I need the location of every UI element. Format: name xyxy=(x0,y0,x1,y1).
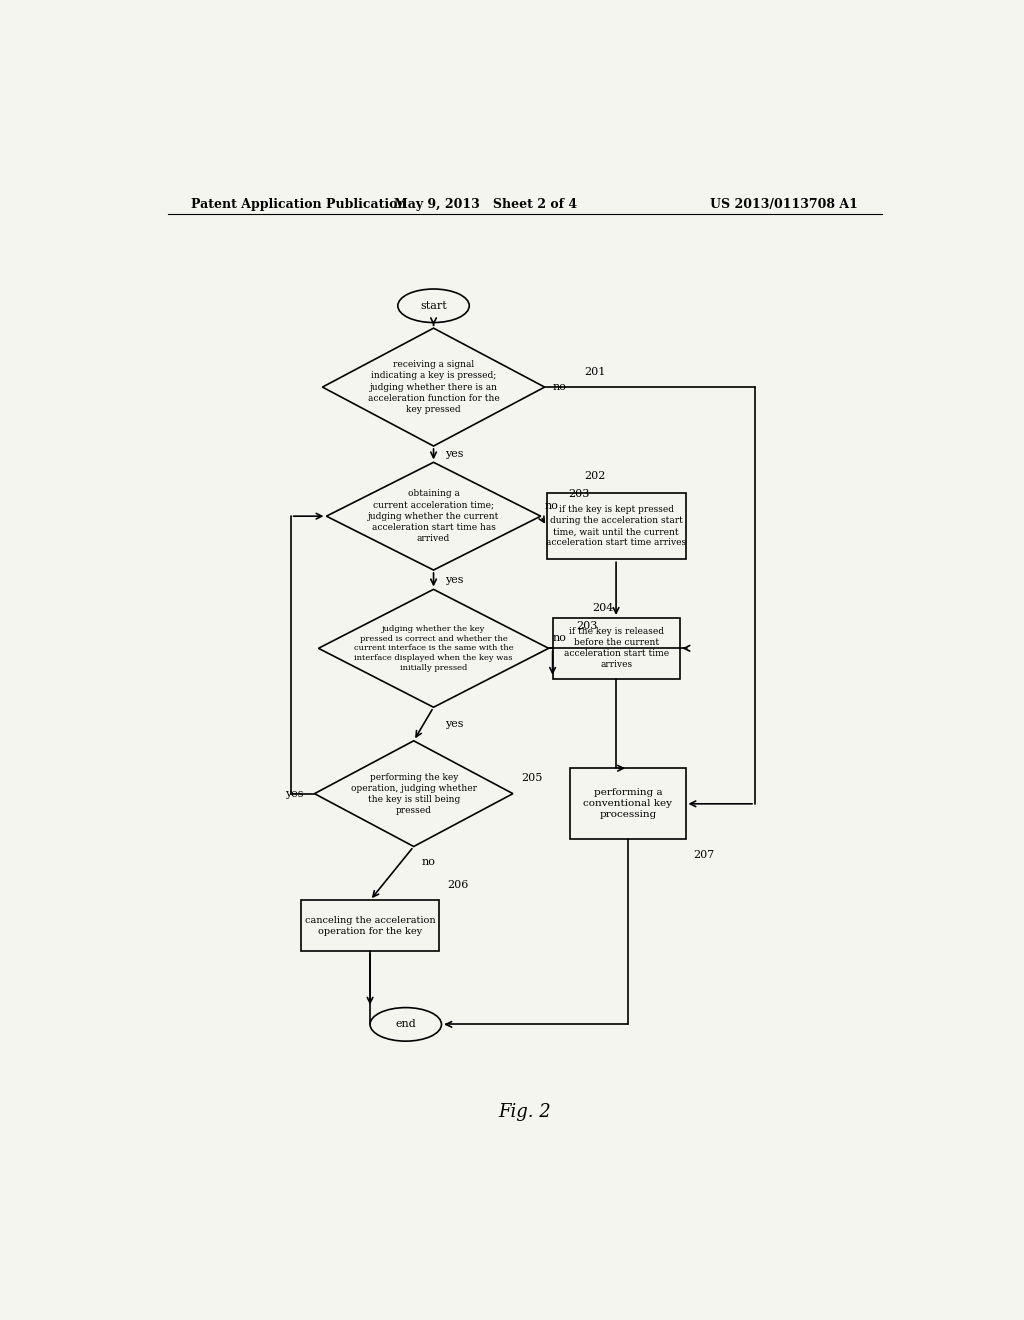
Text: 206: 206 xyxy=(447,880,469,890)
Text: yes: yes xyxy=(445,719,464,729)
Bar xyxy=(547,494,685,560)
Bar xyxy=(301,900,439,952)
Text: US 2013/0113708 A1: US 2013/0113708 A1 xyxy=(711,198,858,211)
Text: no: no xyxy=(545,502,558,511)
Text: if the key is released
before the current
acceleration start time
arrives: if the key is released before the curren… xyxy=(563,627,669,669)
Text: no: no xyxy=(422,857,435,867)
Text: obtaining a
current acceleration time;
judging whether the current
acceleration : obtaining a current acceleration time; j… xyxy=(368,490,500,543)
Bar xyxy=(553,618,680,678)
Text: performing the key
operation, judging whether
the key is still being
pressed: performing the key operation, judging wh… xyxy=(350,772,477,814)
Text: canceling the acceleration
operation for the key: canceling the acceleration operation for… xyxy=(305,916,435,936)
Text: performing a
conventional key
processing: performing a conventional key processing xyxy=(584,788,673,820)
Bar xyxy=(570,768,685,840)
Text: 201: 201 xyxy=(585,367,605,376)
Text: no: no xyxy=(553,634,566,643)
Text: no: no xyxy=(553,381,566,392)
Text: yes: yes xyxy=(286,788,304,799)
Text: Fig. 2: Fig. 2 xyxy=(499,1102,551,1121)
Text: receiving a signal
indicating a key is pressed;
judging whether there is an
acce: receiving a signal indicating a key is p… xyxy=(368,360,500,413)
Text: 202: 202 xyxy=(585,470,605,480)
Text: judging whether the key
pressed is correct and whether the
current interface is : judging whether the key pressed is corre… xyxy=(353,624,513,672)
Text: 203: 203 xyxy=(568,488,590,499)
Text: Patent Application Publication: Patent Application Publication xyxy=(191,198,407,211)
Text: May 9, 2013   Sheet 2 of 4: May 9, 2013 Sheet 2 of 4 xyxy=(393,198,577,211)
Text: 205: 205 xyxy=(521,774,542,783)
Text: end: end xyxy=(395,1019,416,1030)
Text: 203: 203 xyxy=(577,620,598,631)
Text: 204: 204 xyxy=(592,603,613,612)
Text: yes: yes xyxy=(445,449,464,459)
Text: if the key is kept pressed
during the acceleration start
time, wait until the cu: if the key is kept pressed during the ac… xyxy=(546,506,686,548)
Text: 207: 207 xyxy=(693,850,715,859)
Text: start: start xyxy=(420,301,446,310)
Text: yes: yes xyxy=(445,574,464,585)
